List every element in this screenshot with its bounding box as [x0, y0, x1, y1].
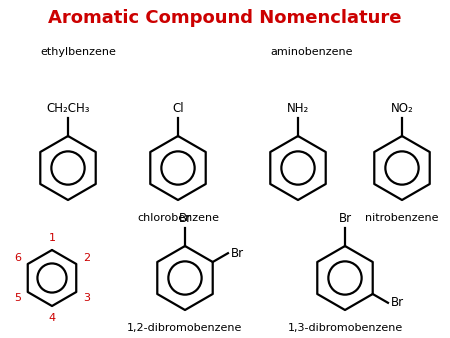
Text: aminobenzene: aminobenzene — [270, 47, 352, 57]
Text: Br: Br — [338, 212, 351, 225]
Text: 2: 2 — [83, 253, 90, 263]
Text: 6: 6 — [14, 253, 21, 263]
Text: 1,2-dibromobenzene: 1,2-dibromobenzene — [127, 323, 243, 333]
Text: ethylbenzene: ethylbenzene — [40, 47, 116, 57]
Text: Aromatic Compound Nomenclature: Aromatic Compound Nomenclature — [48, 9, 402, 27]
Text: Br: Br — [231, 247, 244, 260]
Text: 5: 5 — [14, 293, 21, 303]
Text: NH₂: NH₂ — [287, 102, 309, 115]
Text: CH₂CH₃: CH₂CH₃ — [46, 102, 90, 115]
Text: chlorobenzene: chlorobenzene — [137, 213, 219, 223]
Text: Cl: Cl — [172, 102, 184, 115]
Text: 1: 1 — [49, 233, 55, 243]
Text: 1,3-dibromobenzene: 1,3-dibromobenzene — [288, 323, 403, 333]
Text: NO₂: NO₂ — [391, 102, 414, 115]
Text: 3: 3 — [83, 293, 90, 303]
Text: nitrobenzene: nitrobenzene — [365, 213, 439, 223]
Text: Br: Br — [391, 296, 404, 309]
Text: 4: 4 — [49, 313, 55, 323]
Text: Br: Br — [179, 212, 192, 225]
